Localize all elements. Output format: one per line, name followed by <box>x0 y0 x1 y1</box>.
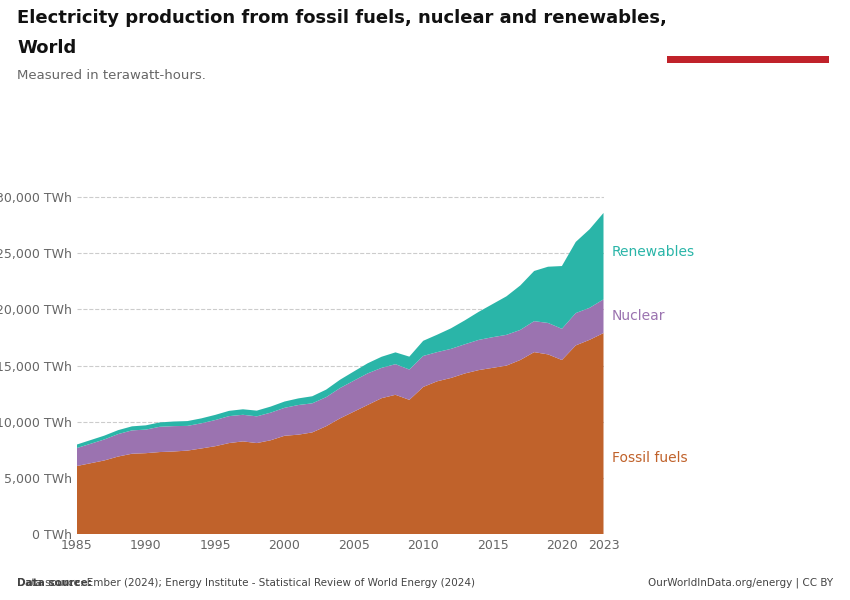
Text: OurWorldInData.org/energy | CC BY: OurWorldInData.org/energy | CC BY <box>648 577 833 588</box>
Text: Nuclear: Nuclear <box>612 309 666 323</box>
Text: World: World <box>17 39 76 57</box>
Text: Measured in terawatt-hours.: Measured in terawatt-hours. <box>17 69 206 82</box>
Text: Renewables: Renewables <box>612 245 695 259</box>
Text: Electricity production from fossil fuels, nuclear and renewables,: Electricity production from fossil fuels… <box>17 9 667 27</box>
Text: Our World: Our World <box>712 17 784 31</box>
Text: in Data: in Data <box>722 36 774 49</box>
Text: Data source: Ember (2024); Energy Institute - Statistical Review of World Energy: Data source: Ember (2024); Energy Instit… <box>17 578 475 588</box>
Bar <box>667 56 829 63</box>
Text: Fossil fuels: Fossil fuels <box>612 451 688 464</box>
Text: Data source:: Data source: <box>17 578 92 588</box>
